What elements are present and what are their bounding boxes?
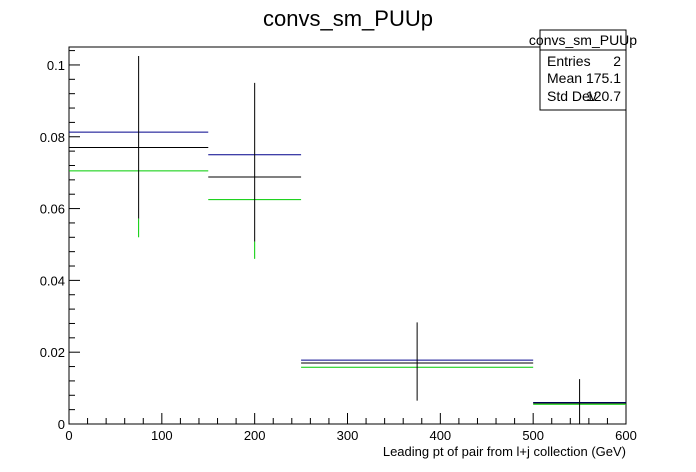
stats-entries-value: 2 — [613, 53, 621, 69]
stats-mean-label: Mean — [547, 70, 582, 86]
y-tick-label: 0 — [58, 417, 65, 432]
plot-axes: 0 100 200 300 400 500 600 0 0.02 0.04 0.06 0.08 0.1 — [40, 50, 637, 443]
stats-stddev-label: Std Dev — [547, 88, 597, 104]
x-tick-label: 400 — [429, 428, 451, 443]
y-tick-label: 0.02 — [40, 345, 65, 360]
x-axis-title: Leading pt of pair from l+j collection (… — [383, 444, 626, 459]
x-tick-label: 300 — [337, 428, 359, 443]
y-tick-label: 0.04 — [40, 273, 65, 288]
x-tick-label: 0 — [65, 428, 72, 443]
plot-data — [69, 55, 626, 424]
y-tick-label: 0.08 — [40, 130, 65, 145]
x-tick-label: 500 — [522, 428, 544, 443]
stats-box-title: convs_sm_PUUp — [529, 32, 637, 48]
stats-box: convs_sm_PUUp Entries 2 Mean 175.1 Std D… — [529, 29, 637, 111]
stats-box-frame — [539, 29, 627, 111]
stats-stddev-value: 120.7 — [586, 88, 621, 104]
x-tick-label: 200 — [244, 428, 266, 443]
chart-title: convs_sm_PUUp — [263, 6, 433, 31]
y-tick-label: 0.1 — [47, 58, 65, 73]
x-tick-label: 600 — [615, 428, 637, 443]
x-tick-label: 100 — [151, 428, 173, 443]
stats-mean-value: 175.1 — [586, 70, 621, 86]
y-tick-label: 0.06 — [40, 202, 65, 217]
stats-entries-label: Entries — [547, 53, 591, 69]
